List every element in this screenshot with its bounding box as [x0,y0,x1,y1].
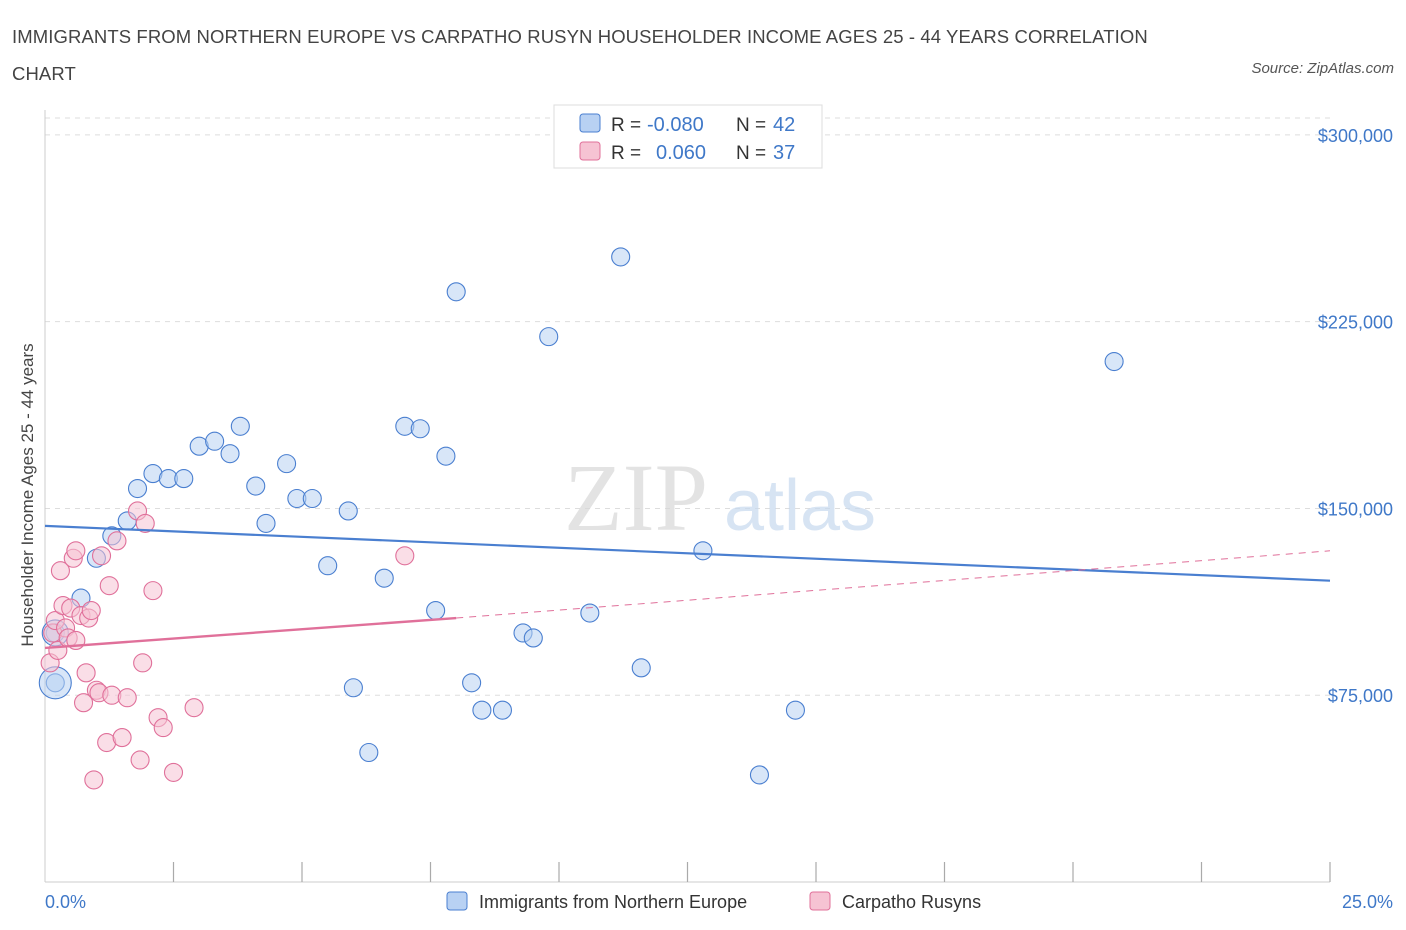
point-carpatho-rusyns-16 [81,601,101,621]
point-northern-europe-28 [446,282,466,302]
watermark-zip: ZIP [564,444,708,551]
stats-legend-r-value-1: -0.080 [647,114,704,136]
x-tick-label-0: 0.0% [45,892,86,912]
point-carpatho-rusyns-26 [117,688,137,708]
series-legend-label-pink: Carpatho Rusyns [842,892,981,912]
point-carpatho-rusyns-17 [84,770,104,790]
watermark-atlas: atlas [724,466,876,546]
point-carpatho-rusyns-24 [107,531,127,551]
point-northern-europe-25 [410,419,430,439]
stats-legend-n-value-1: 42 [773,114,795,136]
y-tick-label-1: $150,000 [1318,499,1393,519]
point-carpatho-rusyns-4 [50,561,70,581]
series-legend-swatch-pink [809,891,831,911]
point-carpatho-rusyns-36 [395,546,415,566]
point-northern-europe-22 [359,742,379,763]
trend-lines [44,524,1331,650]
point-northern-europe-35 [580,603,600,623]
point-northern-europe-15 [256,513,276,533]
axes [44,110,1331,883]
point-northern-europe-11 [205,431,225,451]
point-northern-europe-36 [611,247,631,267]
point-carpatho-rusyns-20 [91,546,112,566]
point-northern-europe-13 [230,416,250,436]
point-northern-europe-16 [277,454,297,474]
point-northern-europe-37 [631,658,651,678]
point-carpatho-rusyns-29 [133,653,153,673]
point-carpatho-rusyns-28 [130,750,150,770]
series-legend: Immigrants from Northern Europe Carpatho… [446,891,981,912]
stats-legend-n-label-1: N = [736,115,766,136]
point-northern-europe-26 [426,601,446,621]
point-northern-europe-23 [374,568,394,588]
point-carpatho-rusyns-30 [135,513,155,533]
point-carpatho-rusyns-33 [153,718,173,738]
point-northern-europe-21 [343,678,363,698]
trend-line-carpatho-rusyns [44,616,457,650]
x-tick-labels: 0.0% 25.0% [45,892,1393,912]
point-carpatho-rusyns-13 [74,693,94,713]
series-legend-swatch-blue [446,891,468,911]
y-tick-label-3: $300,000 [1318,126,1393,146]
chart-source: Source: ZipAtlas.com [1251,60,1394,77]
point-northern-europe-40 [785,700,805,720]
point-carpatho-rusyns-14 [76,663,96,683]
series-carpatho-rusyns-points [40,501,415,790]
point-northern-europe-39 [749,765,770,785]
stats-legend-n-label-2: N = [736,143,766,164]
point-northern-europe-14 [246,476,266,496]
series-legend-label-blue: Immigrants from Northern Europe [479,892,747,912]
stats-legend-r-label-1: R = [611,115,641,136]
point-carpatho-rusyns-35 [184,698,204,718]
point-carpatho-rusyns-10 [66,541,86,561]
point-carpatho-rusyns-22 [99,576,119,596]
point-northern-europe-19 [318,556,338,576]
point-northern-europe-6 [127,478,148,499]
point-northern-europe-cluster-b [38,666,72,700]
x-tick-label-1: 25.0% [1342,892,1393,912]
point-northern-europe-34 [539,327,559,347]
point-northern-europe-38 [693,541,713,561]
stats-legend-swatch-blue [579,113,601,133]
point-northern-europe-20 [338,501,358,521]
point-northern-europe-30 [472,700,492,720]
point-northern-europe-31 [492,700,513,720]
trend-line-carpatho-rusyns-extended [456,550,1331,619]
point-northern-europe-18 [302,488,322,509]
y-tick-label-2: $225,000 [1318,313,1393,333]
point-carpatho-rusyns-25 [112,728,132,748]
point-carpatho-rusyns-34 [163,762,184,782]
trend-line-northern-europe [44,524,1331,582]
point-northern-europe-33 [523,628,543,648]
point-northern-europe-29 [462,673,482,693]
chart-title: IMMIGRANTS FROM NORTHERN EUROPE VS CARPA… [12,26,1148,84]
y-tick-label-0: $75,000 [1328,686,1393,706]
point-northern-europe-12 [220,444,240,464]
stats-legend-r-label-2: R = [611,143,641,164]
y-tick-labels: $75,000 $150,000 $225,000 $300,000 [1318,126,1393,706]
y-axis-label: Householder Income Ages 25 - 44 years [18,343,37,647]
stats-legend-swatch-pink [579,141,601,161]
stats-legend-r-value-2: 0.060 [656,142,706,164]
point-northern-europe-9 [174,469,194,489]
zipatlas-watermark: ZIP atlas [564,444,876,551]
point-northern-europe-41 [1104,351,1124,372]
stats-legend: R = -0.080 N = 42 R = 0.060 N = 37 [553,104,823,169]
point-carpatho-rusyns-31 [143,581,163,601]
point-northern-europe-27 [436,446,456,466]
stats-legend-n-value-2: 37 [773,142,795,164]
grid-lines [45,117,1330,696]
